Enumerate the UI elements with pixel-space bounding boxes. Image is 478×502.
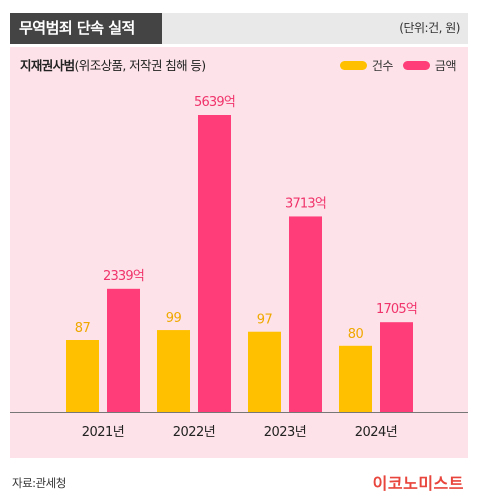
chart-subtitle: 지재권사범(위조상품, 저작권 침해 등) [20,55,206,74]
bar-amount-2 [289,216,322,412]
bar-count-0 [66,340,99,412]
data-label-amount-3: 1705억 [376,302,417,317]
x-tick-label-2: 2023년 [264,425,307,440]
publisher-logo: 이코노미스트 [372,474,464,493]
data-label-amount-1: 5639억 [194,95,235,110]
legend-label-amount: 금액 [434,59,457,73]
subtitle-bold: 지재권사범 [20,58,75,73]
data-label-amount-2: 3713억 [285,196,326,211]
legend: 건수 금액 [339,57,457,74]
legend-item-amount: 금액 [402,57,457,74]
data-label-count-1: 99 [166,311,182,326]
bar-count-3 [339,345,372,412]
legend-swatch-count [339,61,367,70]
bar-count-2 [248,331,281,412]
source-note: 자료:관세청 [12,476,66,490]
bar-count-1 [157,330,190,412]
bar-amount-3 [380,322,413,412]
bar-amount-0 [107,288,140,412]
chart-panel: 지재권사범(위조상품, 저작권 침해 등) 건수 금액 87 2339억 2021년… [10,47,468,458]
data-label-count-2: 97 [257,313,273,328]
data-label-count-0: 87 [75,321,91,336]
legend-item-count: 건수 [339,57,394,74]
bar-chart: 87 2339억 2021년 99 5639억 2022년 97 3713억 2023년 80 17… [10,95,468,440]
legend-swatch-amount [402,61,430,70]
x-tick-label-0: 2021년 [82,425,125,440]
data-label-amount-0: 2339억 [103,269,144,284]
unit-label: (단위:건, 원) [399,21,460,35]
bar-amount-1 [198,115,231,412]
header-bar: 무역범죄 단속 실적 (단위:건, 원) [10,13,468,44]
x-tick-label-3: 2024년 [355,425,398,440]
chart-title: 무역범죄 단속 실적 [10,13,162,44]
x-tick-label-1: 2022년 [173,425,216,440]
subtitle-rest: (위조상품, 저작권 침해 등) [74,58,207,73]
legend-label-count: 건수 [371,59,394,73]
data-label-count-3: 80 [348,327,364,342]
